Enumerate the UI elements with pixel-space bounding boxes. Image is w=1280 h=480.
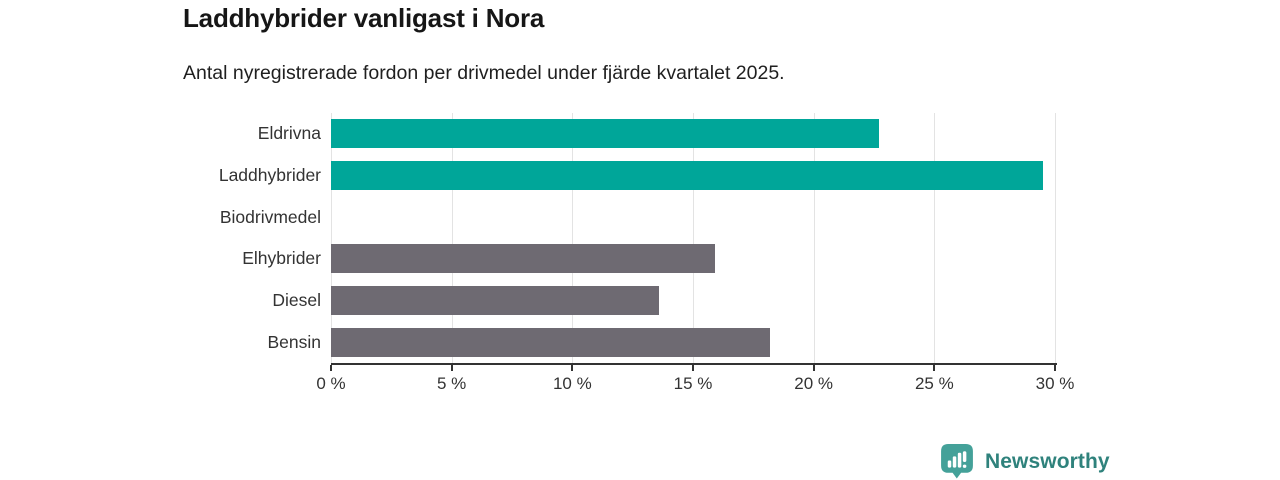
x-tick-label-5: 5 %	[437, 374, 467, 393]
chart-subtitle: Antal nyregistrerade fordon per drivmede…	[183, 62, 785, 84]
x-axis-tick-0	[330, 365, 332, 371]
gridline-0	[331, 113, 332, 363]
bar-bensin	[331, 327, 771, 357]
x-tick-label-30: 30 %	[1035, 374, 1075, 393]
x-axis-tick-25	[933, 365, 936, 371]
gridline-20	[813, 113, 815, 363]
x-tick-label-15: 15 %	[673, 374, 713, 393]
brand-name: Newsworthy	[985, 449, 1110, 473]
category-labels: Eldrivna Laddhybrider Biodrivmedel Elhybrid…	[60, 113, 321, 363]
plot-area	[331, 113, 1056, 363]
gridline-15	[693, 113, 694, 363]
x-axis-line	[331, 363, 1057, 365]
x-tick-label-0: 0 %	[316, 374, 346, 393]
gridline-25	[934, 113, 936, 363]
brand-footer: Newsworthy	[938, 443, 1110, 480]
x-axis: 0 % 5 % 10 % 15 % 20 % 25 % 30 %	[316, 363, 1074, 403]
gridline-5	[451, 113, 453, 363]
gridline-30	[1055, 113, 1056, 363]
bar-laddhybrider	[331, 161, 1043, 190]
bar-diesel	[331, 286, 660, 315]
category-label-elhybrider: Elhybrider	[242, 248, 321, 269]
x-axis-tick-20	[812, 365, 815, 371]
category-label-biodrivmedel: Biodrivmedel	[219, 206, 321, 227]
x-axis-tick-15	[692, 365, 694, 371]
x-axis-tick-30	[1054, 365, 1056, 371]
gridline-10	[572, 113, 574, 363]
category-label-bensin: Bensin	[267, 331, 321, 352]
category-label-laddhybrider: Laddhybrider	[218, 164, 321, 185]
category-label-diesel: Diesel	[272, 289, 321, 310]
category-label-eldrivna: Eldrivna	[257, 123, 321, 144]
x-axis-tick-10	[571, 365, 574, 371]
x-axis-tick-5	[450, 365, 453, 371]
chart-title: Laddhybrider vanligast i Nora	[183, 3, 545, 33]
newsworthy-logo-icon	[938, 443, 976, 480]
x-tick-label-20: 20 %	[794, 374, 834, 393]
bar-eldrivna	[331, 119, 879, 149]
bar-elhybrider	[331, 244, 715, 274]
x-tick-label-25: 25 %	[914, 374, 954, 393]
x-tick-label-10: 10 %	[552, 374, 592, 393]
